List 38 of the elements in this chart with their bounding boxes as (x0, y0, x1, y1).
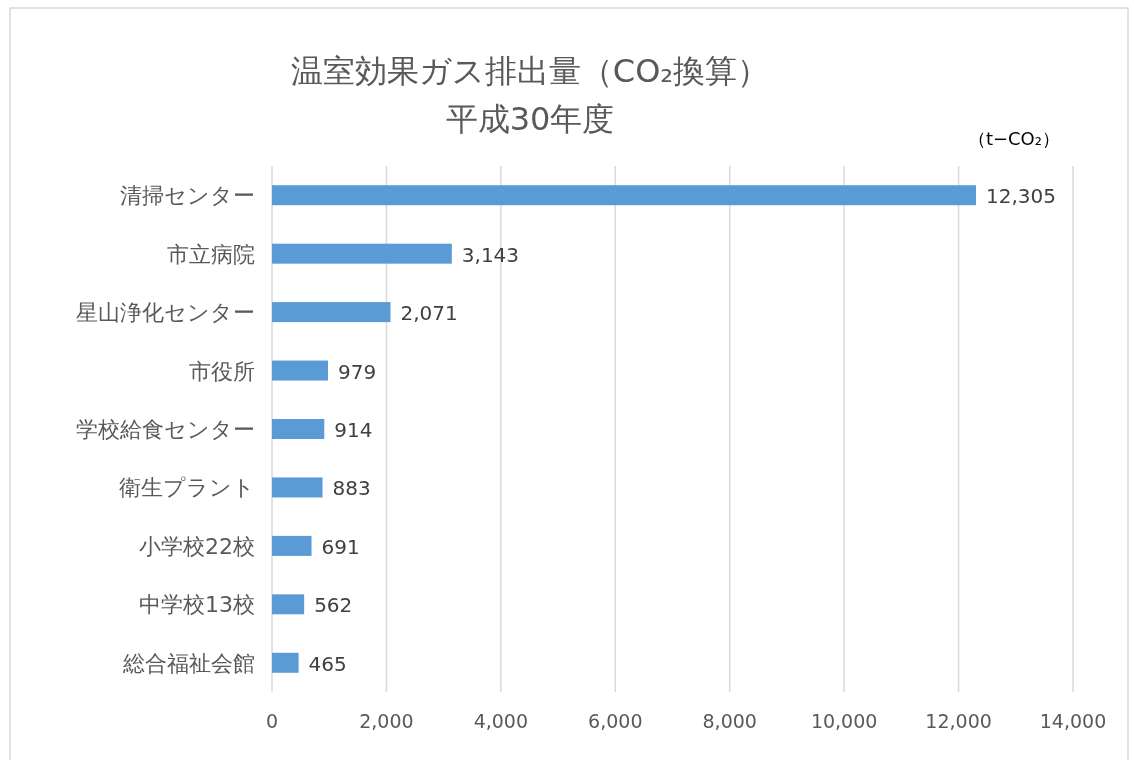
bar (272, 594, 305, 615)
bar (272, 243, 452, 264)
y-tick-label: 小学校22校 (139, 533, 255, 559)
y-tick-label: 学校給食センター (76, 417, 255, 442)
bar (272, 419, 325, 439)
data-label: 883 (332, 476, 371, 501)
y-tick-label: 星山浄化センター (76, 300, 255, 326)
data-label: 914 (334, 418, 373, 442)
y-tick-label: 中学校13校 (139, 592, 255, 618)
y-tick-label: 総合福祉会館 (122, 650, 255, 676)
data-label: 2,071 (400, 301, 458, 326)
x-tick-label: 2,000 (359, 710, 414, 732)
x-tick-label: 12,000 (925, 710, 992, 732)
data-label: 3,143 (461, 242, 520, 267)
text: （t−CO₂） (967, 128, 1060, 149)
data-label: 562 (314, 593, 353, 618)
y-tick-label: 清掃センター (120, 183, 255, 209)
chart-title: 温室効果ガス排出量（CO₂換算） (290, 52, 770, 90)
x-tick-label: 14,000 (1039, 710, 1107, 732)
data-label: 465 (308, 651, 347, 676)
data-label: 691 (321, 534, 360, 559)
x-tick-label: 8,000 (702, 710, 757, 732)
data-label: 12,305 (986, 184, 1057, 209)
bar (272, 185, 977, 206)
bar (272, 302, 391, 323)
x-tick-label: 6,000 (588, 710, 643, 732)
bar (272, 360, 329, 381)
data-label: 979 (338, 359, 377, 384)
bar (272, 535, 312, 556)
bar (272, 652, 299, 673)
y-tick-label: 衛生プラント (119, 475, 255, 501)
bar (272, 477, 323, 498)
x-tick-label: 4,000 (473, 710, 529, 732)
chart-subtitle: 平成30年度 (445, 100, 615, 138)
x-tick-label: 10,000 (810, 710, 878, 732)
y-tick-label: 市立病院 (167, 241, 255, 267)
y-tick-label: 市役所 (189, 358, 255, 384)
x-tick-label: 0 (265, 710, 279, 732)
